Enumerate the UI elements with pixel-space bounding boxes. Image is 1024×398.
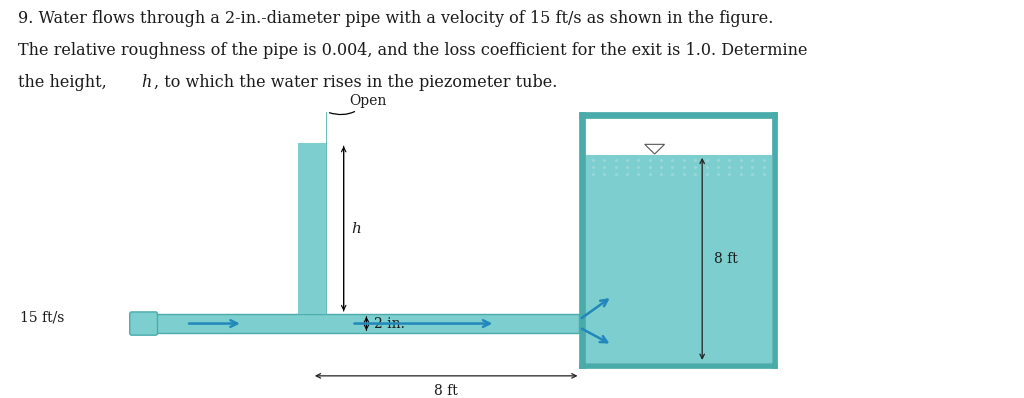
Text: The relative roughness of the pipe is 0.004, and the loss coefficient for the ex: The relative roughness of the pipe is 0.…: [17, 42, 807, 59]
Bar: [321, 112, 326, 314]
Bar: [585, 155, 772, 363]
Text: 2 in.: 2 in.: [375, 316, 406, 331]
Text: , to which the water rises in the piezometer tube.: , to which the water rises in the piezom…: [155, 74, 558, 91]
Polygon shape: [645, 144, 665, 154]
FancyBboxPatch shape: [130, 312, 158, 335]
Bar: [298, 143, 326, 314]
Bar: [298, 112, 326, 143]
Text: the height,: the height,: [17, 74, 112, 91]
Bar: [580, 112, 777, 118]
Text: h: h: [141, 74, 152, 91]
Text: 9. Water flows through a 2-in.-diameter pipe with a velocity of 15 ft/s as shown: 9. Water flows through a 2-in.-diameter …: [17, 10, 773, 27]
Text: Open: Open: [330, 94, 387, 115]
Bar: [154, 314, 580, 333]
Text: 8 ft: 8 ft: [714, 252, 738, 266]
Bar: [580, 363, 777, 368]
Bar: [298, 112, 303, 314]
Bar: [580, 112, 585, 368]
Text: 15 ft/s: 15 ft/s: [19, 311, 65, 325]
Bar: [772, 112, 777, 368]
Text: 8 ft: 8 ft: [434, 384, 458, 398]
Text: h: h: [351, 222, 361, 236]
